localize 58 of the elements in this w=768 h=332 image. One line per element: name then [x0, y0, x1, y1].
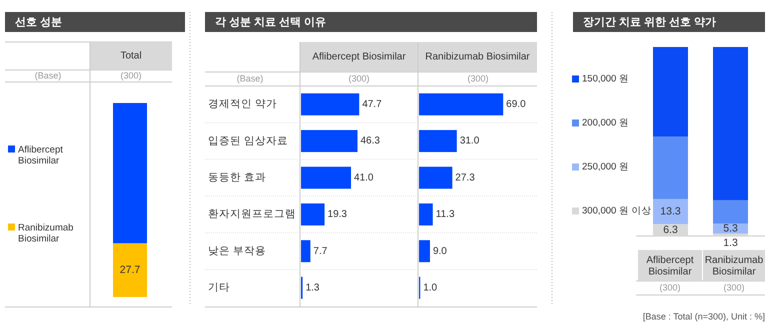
y-tick-label: 환자지원프로그램 — [208, 208, 296, 220]
text: (300) — [120, 70, 142, 80]
data-label: 1.3 — [723, 236, 738, 249]
text: (300) — [467, 73, 489, 84]
legend-label: 150,000 원 — [582, 74, 629, 85]
data-label: 5.3 — [723, 222, 738, 234]
bar — [301, 130, 358, 152]
text: (Base) — [34, 70, 62, 80]
legend-label: Ranibizumab Biosimilar — [18, 222, 74, 244]
data-label: 11.3 — [436, 209, 455, 220]
data-label: 19.3 — [328, 209, 348, 220]
bar — [713, 47, 748, 200]
text: [Base : Total (n=300), Unit : %] — [642, 311, 765, 322]
data-label: 41.0 — [354, 172, 374, 184]
data-label: 6.3 — [663, 224, 678, 236]
chart-title: 선호 성분 — [15, 16, 62, 28]
bar — [301, 203, 325, 226]
data-label: 46.3 — [360, 136, 380, 147]
bar — [653, 136, 688, 199]
chart-title: 각 성분 치료 선택 이유 — [215, 16, 326, 28]
text: (Base) — [236, 73, 264, 84]
bar — [301, 93, 360, 116]
y-tick-label: 낮은 부작용 — [208, 244, 266, 257]
bar — [419, 203, 433, 226]
bar — [419, 240, 430, 262]
bar — [653, 47, 688, 137]
bar — [419, 166, 452, 189]
data-label: 7.7 — [313, 246, 328, 257]
legend-label: 250,000 원 — [582, 162, 629, 173]
data-label: 27.3 — [455, 172, 476, 184]
y-tick-label: 기타 — [208, 282, 230, 294]
bar — [301, 166, 352, 189]
y-tick-label: 경제적인 약가 — [208, 98, 277, 110]
chart-title: 장기간 치료 위한 선호 약가 — [583, 16, 716, 28]
bar — [419, 130, 457, 152]
bar — [301, 240, 310, 262]
chart-subtitle: Aflibercept Biosimilar — [312, 52, 406, 63]
x-tick-label: Total — [120, 50, 142, 62]
y-tick-label: 동등한 효과 — [208, 172, 266, 184]
chart-subtitle: Ranibizumab Biosimilar — [425, 52, 530, 63]
y-tick-label: 입증된 임상자료 — [208, 134, 288, 147]
data-label: 1.3 — [306, 282, 320, 294]
data-label: 31.0 — [460, 136, 480, 147]
legend-label: 200,000 원 — [582, 118, 629, 129]
legend-label: Aflibercept Biosimilar — [18, 144, 64, 166]
data-label: 1.0 — [423, 282, 438, 294]
legend-label: 300,000 원 이상 — [582, 206, 652, 217]
data-label: 47.7 — [362, 98, 382, 110]
text: (300) — [348, 73, 370, 84]
bar — [419, 93, 504, 116]
bar — [713, 200, 748, 224]
data-label: 27.7 — [120, 264, 140, 276]
data-label: 13.3 — [660, 205, 681, 218]
text: (300) — [659, 282, 681, 292]
bar — [653, 198, 688, 224]
data-label: 69.0 — [506, 98, 526, 110]
text: (300) — [723, 282, 745, 292]
data-label: 9.0 — [432, 246, 448, 257]
